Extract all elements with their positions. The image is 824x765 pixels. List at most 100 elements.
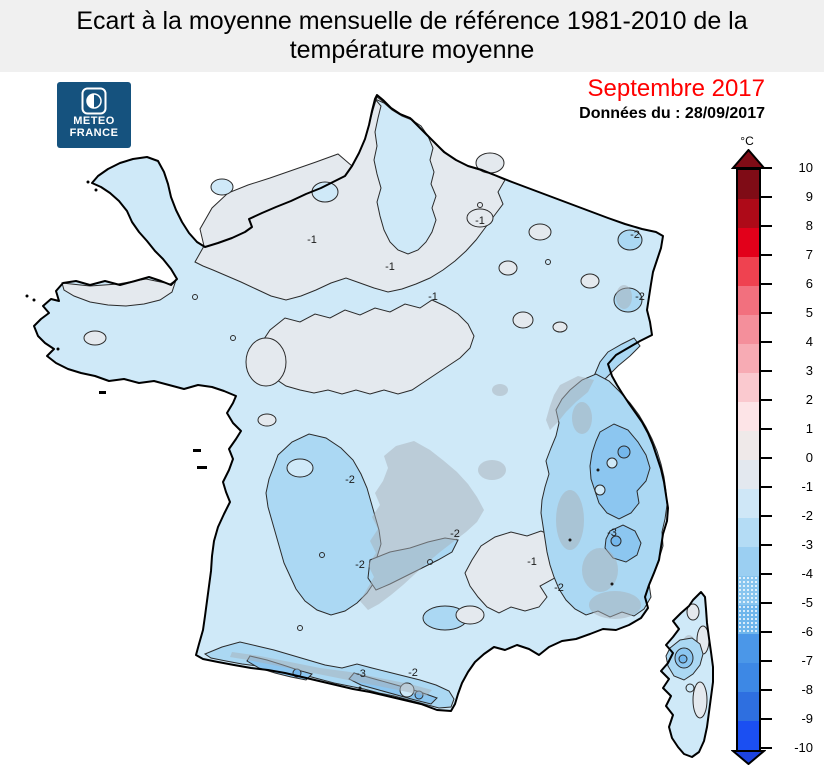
relief-dot <box>358 686 362 690</box>
scale-tick <box>759 718 772 720</box>
scale-segment <box>738 547 759 576</box>
scale-tick-label: -6 <box>801 624 813 639</box>
contour-label: -2 <box>408 667 418 679</box>
scale-segment <box>738 286 759 315</box>
scale-tick <box>759 341 772 343</box>
scale-segment <box>738 228 759 257</box>
hillshade-north-alps <box>546 376 594 430</box>
zone-base-pocket <box>210 178 234 196</box>
island <box>99 391 106 394</box>
scale-segment <box>738 402 759 431</box>
contour-label: -2 <box>630 229 640 241</box>
contour-dot <box>427 559 433 565</box>
scale-tick <box>759 370 772 372</box>
scale-tick <box>759 428 772 430</box>
zone-gray-blob <box>257 413 277 427</box>
corsica-gray <box>692 681 708 719</box>
contour-label: -2 <box>635 291 645 303</box>
zone-minus2-pocket <box>617 229 643 251</box>
contour-label: -3 <box>356 668 366 680</box>
scale-segment <box>738 344 759 373</box>
scale-segment <box>738 373 759 402</box>
logo-text-line2: FRANCE <box>69 127 119 139</box>
scale-tick-label: 0 <box>805 450 813 465</box>
scale-tick <box>759 747 772 749</box>
data-date-label: Données du : 28/09/2017 <box>579 105 765 122</box>
meteo-france-icon <box>81 87 107 115</box>
zone-minus3-alps-south <box>604 524 642 563</box>
scale-tick-label: -4 <box>801 566 813 581</box>
zone-base-pocket <box>606 457 618 469</box>
scale-segment <box>738 605 759 634</box>
corsica-pocket <box>685 683 695 693</box>
scale-tick <box>759 602 772 604</box>
scale-segment <box>738 315 759 344</box>
scale-tick-label: -3 <box>801 537 813 552</box>
zone-gray-blob <box>512 311 534 329</box>
scale-tick <box>759 515 772 517</box>
scale-tick <box>759 689 772 691</box>
scale-tick-label: 7 <box>805 247 813 262</box>
zone-gray-blob <box>245 337 287 387</box>
scale-tick-label: -10 <box>794 740 813 755</box>
contour-dot <box>297 625 303 631</box>
contour-dot <box>230 335 236 341</box>
contour-label: -1 <box>385 261 395 273</box>
contour-label: -1 <box>307 234 317 246</box>
contour-label: -2 <box>345 474 355 486</box>
scale-segment <box>738 257 759 286</box>
scale-arrow-down-icon <box>731 750 766 765</box>
scale-tick-label: 10 <box>798 160 813 175</box>
scale-tick <box>759 283 772 285</box>
zone-gray-blob <box>83 330 107 346</box>
zone-minus4-dot <box>610 535 622 547</box>
corsica-gray <box>686 603 700 621</box>
island <box>94 188 98 192</box>
map-title-line1: Ecart à la moyenne mensuelle de référenc… <box>76 7 748 35</box>
zone-minus3-alps <box>589 423 651 520</box>
hillshade-blob <box>478 460 506 480</box>
scale-tick-label: 4 <box>805 334 813 349</box>
scale-segment <box>738 170 759 199</box>
hillshade-alps <box>572 402 592 434</box>
island <box>25 294 29 298</box>
zone-gray-blob <box>498 260 518 276</box>
scale-tick <box>759 196 772 198</box>
scale-arrow-up-icon <box>731 149 766 169</box>
hillshade-pyrenees <box>230 652 432 696</box>
island <box>86 180 90 184</box>
scale-tick-label: -9 <box>801 711 813 726</box>
zone-channel-nord <box>373 98 437 255</box>
scale-segment <box>738 692 759 721</box>
period-block: Septembre 2017 Données du : 28/09/2017 <box>579 76 765 123</box>
scale-tick <box>759 167 772 169</box>
contour-label: -1 <box>527 556 537 568</box>
relief-dot <box>568 538 572 542</box>
zone-gray-center-belt <box>259 299 475 395</box>
zone-gray-blob <box>528 223 552 241</box>
scale-unit-label: °C <box>740 134 754 148</box>
island <box>197 466 207 469</box>
island <box>56 347 60 351</box>
scale-tick-label: 9 <box>805 189 813 204</box>
zone-gray-blob <box>552 321 568 333</box>
scale-tick-label: -2 <box>801 508 813 523</box>
scale-tick <box>759 660 772 662</box>
zone-base-pocket <box>286 458 314 478</box>
contour-label: -2 <box>355 559 365 571</box>
scale-tick <box>759 254 772 256</box>
zone-minus4-dot <box>617 445 631 459</box>
scale-tick <box>759 544 772 546</box>
scale-tick <box>759 457 772 459</box>
scale-segment <box>738 721 759 750</box>
zone-gray-blob <box>455 605 485 625</box>
scale-tick <box>759 486 772 488</box>
meteo-france-logo: METEO FRANCE <box>57 82 131 148</box>
scale-segment <box>738 518 759 547</box>
scale-tick-label: 1 <box>805 421 813 436</box>
contour-dot <box>192 294 198 300</box>
contour-dot <box>477 202 483 208</box>
scale-color-bar <box>736 168 761 752</box>
scale-segment <box>738 431 759 460</box>
